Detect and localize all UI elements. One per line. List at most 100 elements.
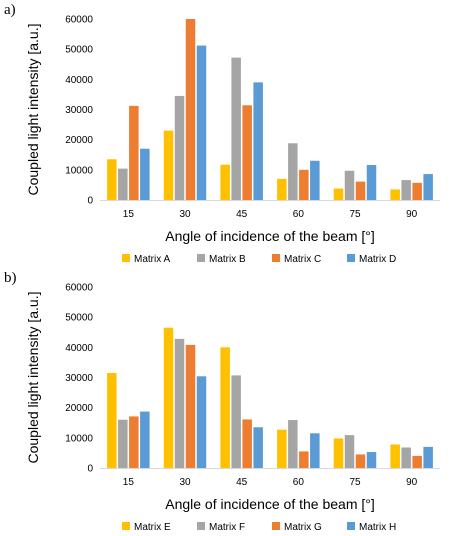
bar — [107, 372, 117, 468]
bar — [401, 180, 411, 200]
bar — [412, 182, 422, 200]
legend-swatch — [347, 254, 355, 262]
bar — [333, 438, 344, 468]
y-tick-label: 50000 — [65, 45, 93, 56]
bar — [390, 444, 400, 468]
y-tick-label: 20000 — [65, 135, 93, 146]
bar — [333, 188, 344, 200]
bar — [299, 451, 309, 468]
bar — [366, 452, 377, 468]
x-tick-label: 30 — [179, 477, 191, 488]
bar — [310, 433, 320, 468]
bar — [288, 143, 298, 200]
bar — [140, 148, 150, 200]
bar — [344, 170, 355, 200]
bar — [185, 19, 196, 200]
bar — [277, 429, 287, 468]
x-tick-label: 60 — [293, 477, 305, 488]
bar — [310, 160, 320, 200]
bar — [390, 189, 400, 200]
bar — [253, 82, 263, 200]
bar — [196, 45, 207, 201]
bar — [174, 95, 185, 200]
bar — [196, 376, 207, 468]
y-tick-label: 40000 — [65, 75, 93, 86]
x-tick-label: 90 — [406, 477, 418, 488]
bar — [253, 427, 263, 468]
bar — [118, 419, 128, 468]
bar — [163, 327, 174, 468]
x-tick-label: 90 — [406, 209, 418, 220]
y-tick-label: 60000 — [65, 15, 93, 26]
y-tick-label: 40000 — [65, 343, 93, 354]
x-tick-label: 15 — [123, 209, 135, 220]
bar — [220, 347, 230, 468]
legend-label: Matrix G — [284, 522, 322, 533]
x-tick-label: 45 — [236, 209, 248, 220]
bar — [140, 411, 150, 468]
bar — [129, 416, 139, 468]
bar — [107, 159, 117, 200]
y-tick-label: 50000 — [65, 313, 93, 324]
bar — [355, 454, 366, 468]
legend-label: Matrix A — [134, 254, 170, 265]
x-axis-title: Angle of incidence of the beam [°] — [165, 228, 375, 244]
legend-swatch — [197, 254, 205, 262]
legend-label: Matrix H — [359, 522, 396, 533]
y-tick-label: 60000 — [65, 283, 93, 294]
bar — [412, 455, 422, 468]
y-tick-label: 10000 — [65, 433, 93, 444]
chart-panel-a: a) 0 10000 20000 30000 40000 50000 60000 15 30 45… — [4, 2, 440, 265]
bar — [423, 446, 433, 468]
x-axis-title: Angle of incidence of the beam [°] — [165, 496, 375, 512]
x-tick-label: 45 — [236, 477, 248, 488]
legend-swatch — [347, 522, 355, 530]
legend-label: Matrix F — [209, 522, 245, 533]
y-tick-label: 10000 — [65, 165, 93, 176]
x-tick-label: 60 — [293, 209, 305, 220]
bar — [231, 375, 241, 468]
bar — [174, 338, 185, 468]
bar — [366, 165, 377, 200]
y-tick-label: 0 — [87, 464, 93, 475]
bar-chart-a: 0 10000 20000 30000 40000 50000 60000 15 30 45 60 7… — [25, 15, 440, 265]
bar — [355, 181, 366, 200]
y-tick-label: 30000 — [65, 105, 93, 116]
bar — [288, 420, 298, 468]
legend-label: Matrix D — [359, 254, 396, 265]
bar — [242, 419, 252, 468]
y-tick-label: 20000 — [65, 403, 93, 414]
legend-swatch — [272, 522, 280, 530]
x-tick-label: 75 — [349, 209, 361, 220]
legend-swatch — [272, 254, 280, 262]
bar — [299, 169, 309, 200]
legend-label: Matrix E — [134, 522, 171, 533]
bar — [242, 105, 252, 200]
bar — [231, 57, 241, 200]
legend-swatch — [197, 522, 205, 530]
chart-panel-b: b) 0 10000 20000 30000 40000 50000 60000 15 30 45… — [0, 268, 450, 536]
y-axis-title: Coupled light intensity [a.u.] — [25, 292, 41, 464]
bar — [277, 178, 287, 200]
bar — [118, 168, 128, 200]
x-tick-label: 75 — [349, 477, 361, 488]
legend-swatch — [122, 254, 130, 262]
bar — [220, 164, 230, 200]
bar — [185, 344, 196, 468]
legend-label: Matrix C — [284, 254, 321, 265]
bar — [423, 174, 433, 200]
legend-label: Matrix B — [209, 254, 246, 265]
y-axis-title: Coupled light intensity [a.u.] — [25, 24, 41, 196]
legend-swatch — [122, 522, 130, 530]
bar — [163, 130, 174, 200]
panel-label: a) — [4, 2, 16, 18]
y-tick-label: 0 — [87, 196, 93, 207]
bar-chart-b: 0 10000 20000 30000 40000 50000 60000 15 30 45 60 7… — [25, 283, 440, 533]
panel-label: b) — [4, 270, 17, 286]
x-tick-label: 30 — [179, 209, 191, 220]
x-tick-label: 15 — [123, 477, 135, 488]
bar — [129, 105, 139, 200]
y-tick-label: 30000 — [65, 373, 93, 384]
bar — [344, 435, 355, 468]
bar — [401, 447, 411, 468]
